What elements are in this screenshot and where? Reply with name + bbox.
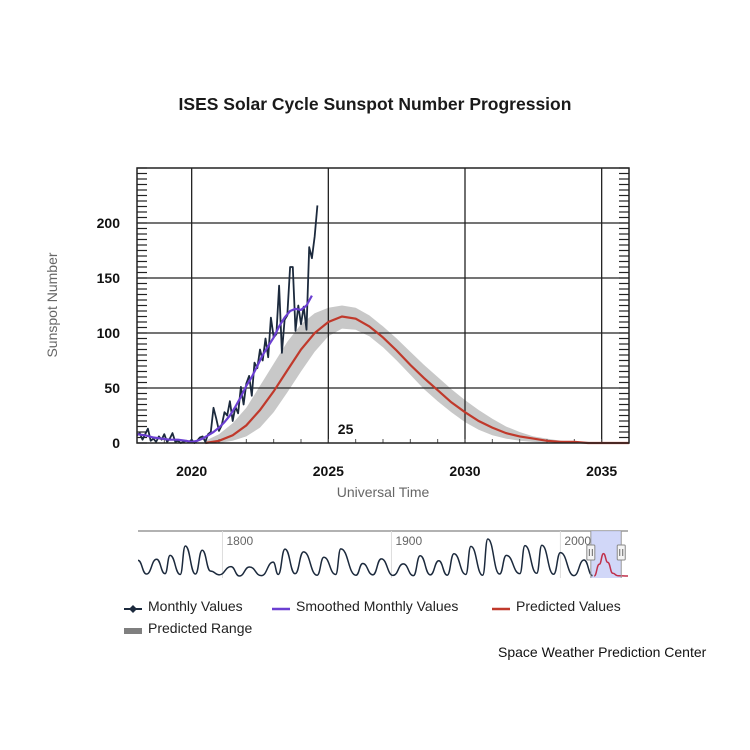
x-axis-label: Universal Time	[336, 484, 430, 500]
legend-item-range[interactable]: Predicted Range	[124, 620, 252, 636]
legend-line-icon	[272, 601, 290, 611]
legend-label: Predicted Range	[148, 620, 253, 636]
navigator-handle-right[interactable]	[616, 544, 626, 561]
plot-frame	[136, 167, 630, 444]
legend-line-icon	[492, 601, 510, 611]
navigator-tick-label: 1800	[226, 534, 253, 548]
predicted-range-layer	[205, 305, 630, 443]
smoothed-values-line	[136, 295, 313, 443]
predicted-values-line	[205, 315, 629, 445]
axis-layer: 0 50 100 150 200 2020 2025 2030 2035	[97, 167, 630, 479]
y-tick-label: 150	[97, 270, 121, 286]
legend-diamond-line-icon	[124, 601, 142, 613]
y-tick-label: 100	[97, 325, 121, 341]
legend-item-predicted[interactable]: Predicted Values	[492, 598, 621, 614]
cycle-annotation: 25	[338, 421, 354, 437]
legend-label: Predicted Values	[516, 598, 621, 614]
legend-label: Monthly Values	[148, 598, 243, 614]
plot-area	[137, 168, 629, 443]
y-tick-label: 0	[112, 435, 120, 451]
y-tick-label: 200	[97, 215, 121, 231]
navigator-history-line	[137, 538, 593, 577]
navigator[interactable]: 1800 1900 2000	[137, 530, 629, 578]
y-tick-label: 50	[104, 380, 120, 396]
plot-background	[137, 168, 629, 443]
credit-text: Space Weather Prediction Center	[498, 644, 707, 660]
x-tick-label: 2035	[586, 463, 617, 479]
x-tick-label: 2030	[449, 463, 480, 479]
chart-title: ISES Solar Cycle Sunspot Number Progress…	[178, 94, 572, 114]
legend-band-icon	[124, 623, 142, 634]
legend-item-monthly[interactable]: Monthly Values	[124, 598, 243, 614]
navigator-handle-left[interactable]	[586, 544, 596, 561]
series-layer	[136, 205, 629, 445]
legend-label: Smoothed Monthly Values	[296, 598, 459, 614]
navigator-predicted-line	[593, 552, 629, 577]
x-tick-label: 2020	[176, 463, 207, 479]
navigator-selection	[590, 531, 622, 578]
navigator-tick-label: 2000	[564, 534, 591, 548]
x-tick-label: 2025	[313, 463, 344, 479]
predicted-range-band	[205, 305, 630, 443]
legend-item-smoothed[interactable]: Smoothed Monthly Values	[272, 598, 458, 614]
navigator-tick-label: 1900	[395, 534, 422, 548]
